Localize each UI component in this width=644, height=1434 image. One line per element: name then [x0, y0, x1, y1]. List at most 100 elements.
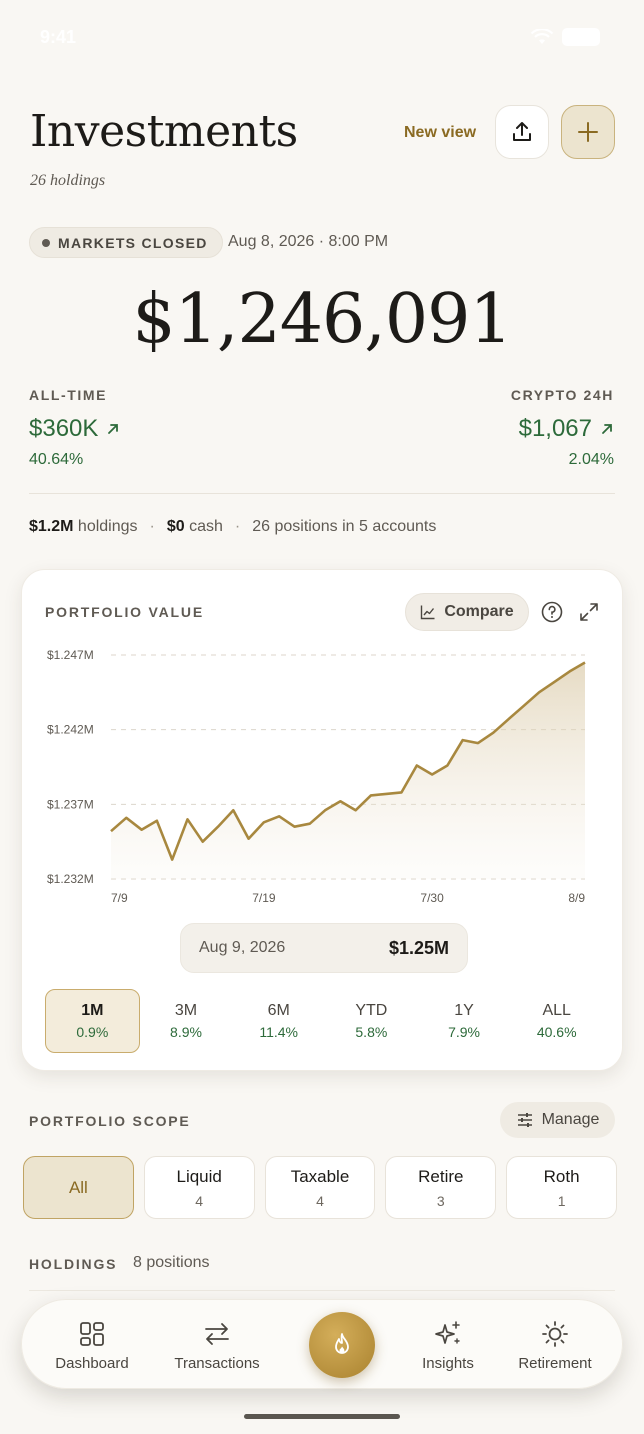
tab-label: Transactions	[174, 1354, 260, 1372]
share-button[interactable]	[495, 105, 549, 159]
y-tick-label: $1.232M	[47, 872, 94, 886]
center-action-button[interactable]	[309, 1312, 375, 1378]
market-date: Aug 8, 2026 · 8:00 PM	[228, 233, 389, 250]
range-ytd[interactable]: YTD 5.8%	[325, 989, 418, 1053]
chart-area	[111, 662, 585, 879]
range-pct: 7.9%	[448, 1024, 480, 1040]
sliders-icon	[517, 1113, 532, 1127]
range-label: 1M	[81, 1002, 104, 1019]
tab-retirement[interactable]: Retirement	[510, 1300, 600, 1390]
scope-chip-liquid[interactable]: Liquid 4	[143, 1156, 255, 1219]
status-dot	[42, 238, 50, 247]
page-title: Investments	[30, 106, 298, 157]
range-3m[interactable]: 3M 8.9%	[140, 989, 233, 1053]
holdings-summary: $1.2M holdings · $0 cash · 26 positions …	[29, 518, 436, 536]
range-1y[interactable]: 1Y 7.9%	[418, 989, 511, 1053]
range-1m[interactable]: 1M 0.9%	[45, 989, 140, 1053]
chart-tooltip: Aug 9, 2026 $1.25M	[180, 923, 468, 973]
manage-button[interactable]: Manage	[500, 1102, 615, 1138]
all-time-amount: $360K	[29, 415, 99, 442]
x-tick-label: 7/9	[111, 891, 128, 905]
crypto-value: $1,067	[519, 415, 614, 443]
chip-count: 1	[557, 1192, 566, 1209]
portfolio-chart[interactable]: $1.247M $1.242M $1.237M $1.232M 7/9 7/19 7/30…	[22, 640, 624, 910]
divider	[29, 493, 615, 494]
range-pct: 5.8%	[355, 1024, 388, 1040]
flame-icon	[335, 1333, 349, 1354]
x-tick-label: 8/9	[568, 891, 585, 905]
portfolio-value-card: PORTFOLIO VALUE Compare $1.247M $1.242M $1…	[21, 569, 623, 1071]
scope-chip-retire[interactable]: Retire 3	[385, 1156, 497, 1219]
status-bar: 9:41	[0, 0, 644, 76]
crypto-pct: 2.04%	[568, 451, 614, 468]
range-label: YTD	[355, 1002, 388, 1019]
range-all[interactable]: ALL 40.6%	[510, 989, 603, 1053]
compare-button[interactable]: Compare	[405, 593, 529, 631]
range-label: 1Y	[454, 1002, 474, 1019]
crypto-amount: $1,067	[518, 415, 592, 442]
sparkle-icon	[435, 1320, 460, 1344]
tab-dashboard[interactable]: Dashboard	[52, 1300, 132, 1390]
add-button[interactable]	[561, 105, 615, 159]
range-pct: 0.9%	[76, 1024, 109, 1040]
y-tick-label: $1.237M	[47, 797, 94, 811]
cash-value: $0	[166, 518, 185, 535]
tab-transactions[interactable]: Transactions	[167, 1300, 267, 1390]
chip-count: 4	[195, 1192, 204, 1209]
arrow-up-right-icon	[108, 424, 119, 434]
battery-icon	[562, 28, 600, 46]
tab-label: Retirement	[518, 1354, 592, 1372]
all-time-value: $360K	[29, 415, 120, 443]
chip-count: 3	[436, 1192, 445, 1209]
scope-chip-all[interactable]: All	[23, 1156, 134, 1219]
scope-chip-roth[interactable]: Roth 1	[506, 1156, 617, 1219]
separator: ·	[149, 518, 155, 535]
dashboard-icon	[80, 1321, 104, 1346]
holdings-list	[29, 1290, 615, 1330]
status-icons	[530, 28, 600, 46]
chip-label: Liquid	[176, 1166, 222, 1186]
manage-label: Manage	[541, 1111, 600, 1128]
crypto-label: CRYPTO 24H	[510, 387, 614, 403]
chip-label: Roth	[543, 1166, 580, 1186]
range-pct: 8.9%	[170, 1024, 202, 1040]
status-time: 9:41	[40, 27, 77, 47]
bottom-tab-bar: Dashboard Transactions Insights Retireme…	[21, 1299, 623, 1389]
wifi-icon	[530, 29, 554, 44]
chart-title: PORTFOLIO VALUE	[45, 604, 204, 620]
page-subtitle: 26 holdings	[30, 172, 106, 189]
total-portfolio-value: $1,246,091	[132, 280, 512, 359]
holdings-label: holdings	[77, 518, 138, 535]
y-tick-label: $1.242M	[47, 723, 94, 737]
cash-label: cash	[189, 518, 223, 535]
chart-series-line	[110, 661, 586, 861]
tab-label: Insights	[422, 1354, 474, 1372]
chip-label: Taxable	[290, 1166, 350, 1186]
expand-icon[interactable]	[578, 601, 600, 623]
range-6m[interactable]: 6M 11.4%	[232, 989, 325, 1053]
holdings-value: $1.2M	[29, 518, 74, 535]
chip-label: All	[68, 1177, 88, 1197]
new-view-button[interactable]: New view	[404, 124, 477, 141]
x-tick-label: 7/30	[420, 891, 444, 905]
time-range-selector: 1M 0.9% 3M 8.9% 6M 11.4% YTD 5.8% 1Y 7.9% ALL…	[45, 989, 603, 1053]
portfolio-scope-chips: All Liquid 4 Taxable 4 Retire 3 Roth 1	[23, 1156, 617, 1219]
chip-count: 4	[316, 1192, 324, 1209]
help-icon[interactable]	[541, 601, 563, 623]
x-tick-label: 7/19	[252, 891, 276, 905]
range-pct: 11.4%	[259, 1024, 299, 1040]
holdings-title: HOLDINGS	[29, 1256, 118, 1272]
range-pct: 40.6%	[536, 1024, 577, 1040]
all-time-label: ALL-TIME	[29, 387, 108, 403]
chip-label: Retire	[418, 1166, 464, 1186]
portfolio-scope-title: PORTFOLIO SCOPE	[29, 1113, 191, 1129]
holdings-count: 8 positions	[133, 1254, 210, 1271]
scope-chip-taxable[interactable]: Taxable 4	[264, 1156, 376, 1219]
home-indicator	[244, 1414, 400, 1419]
transfer-icon	[205, 1322, 229, 1345]
tab-insights[interactable]: Insights	[408, 1300, 488, 1390]
line-chart-icon	[421, 605, 435, 620]
tab-label: Dashboard	[55, 1354, 129, 1372]
range-label: 6M	[267, 1002, 290, 1019]
arrow-up-right-icon	[602, 424, 612, 434]
